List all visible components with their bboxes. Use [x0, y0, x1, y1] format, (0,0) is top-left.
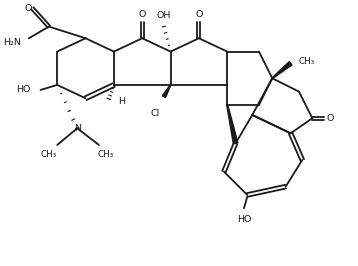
Text: N: N [74, 124, 81, 133]
Text: O: O [24, 4, 32, 13]
Text: H₂N: H₂N [3, 38, 20, 47]
Text: CH₃: CH₃ [299, 57, 315, 66]
Text: OH: OH [157, 11, 171, 20]
Text: HO: HO [16, 85, 30, 94]
Text: O: O [327, 114, 334, 123]
Polygon shape [227, 105, 238, 144]
Polygon shape [272, 62, 292, 78]
Text: CH₃: CH₃ [41, 150, 57, 159]
Text: O: O [195, 10, 203, 19]
Polygon shape [162, 85, 171, 98]
Text: CH₃: CH₃ [97, 150, 114, 159]
Text: HO: HO [237, 215, 251, 224]
Text: O: O [139, 10, 146, 19]
Text: H: H [118, 97, 126, 106]
Text: Cl: Cl [151, 109, 160, 118]
